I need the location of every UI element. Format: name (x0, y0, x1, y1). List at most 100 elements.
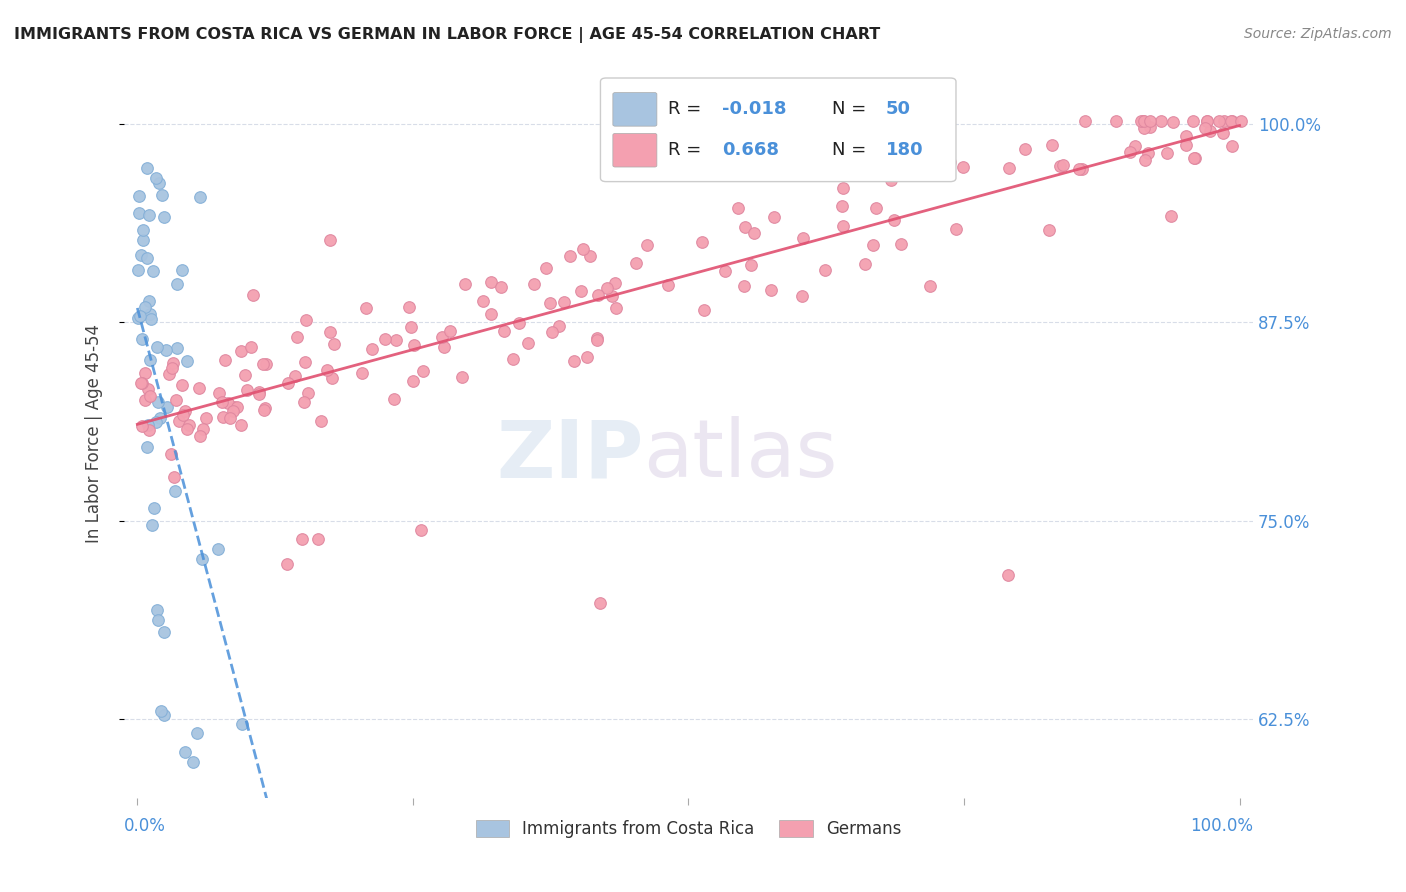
Point (1042, 137, 1064, 152)
Point (998, 161, 1021, 175)
Point (183, 756, 205, 770)
Point (138, 208, 160, 222)
Text: N =: N = (832, 101, 872, 119)
Point (139, 312, 162, 326)
Point (128, 206, 150, 220)
Point (792, 231, 814, 245)
Point (402, 337, 425, 351)
Point (316, 362, 339, 376)
Point (221, 403, 243, 417)
Point (1132, 113, 1154, 128)
Point (439, 324, 461, 338)
Point (586, 331, 609, 345)
Point (1139, 120, 1161, 135)
Point (1074, 113, 1097, 128)
Point (188, 381, 211, 395)
Point (624, 256, 647, 270)
Point (541, 325, 564, 339)
Point (127, 263, 149, 277)
Point (208, 386, 231, 401)
Text: IMMIGRANTS FROM COSTA RICA VS GERMAN IN LABOR FORCE | AGE 45-54 CORRELATION CHAR: IMMIGRANTS FROM COSTA RICA VS GERMAN IN … (14, 27, 880, 43)
Point (1135, 153, 1157, 167)
Point (1160, 209, 1182, 223)
Point (1212, 126, 1234, 140)
Point (219, 411, 242, 425)
Point (1150, 114, 1173, 128)
Point (354, 301, 377, 315)
Point (740, 258, 762, 272)
Point (508, 316, 530, 330)
Point (146, 395, 169, 409)
Point (138, 294, 160, 309)
Point (831, 198, 853, 212)
Point (253, 403, 276, 417)
Point (242, 288, 264, 302)
Point (128, 189, 150, 203)
Point (489, 279, 512, 293)
FancyBboxPatch shape (600, 78, 956, 182)
Point (160, 360, 183, 375)
Point (589, 596, 612, 610)
Point (1119, 145, 1142, 159)
Point (1175, 137, 1198, 152)
Point (714, 264, 737, 278)
Point (146, 613, 169, 627)
Point (832, 219, 855, 233)
Point (195, 410, 218, 425)
Point (153, 707, 176, 722)
Point (1105, 113, 1128, 128)
Point (149, 411, 172, 425)
Point (1133, 113, 1156, 128)
Point (792, 289, 814, 303)
Point (173, 745, 195, 759)
Point (226, 400, 249, 414)
Point (1198, 124, 1220, 138)
Point (176, 422, 198, 436)
Point (1137, 145, 1160, 160)
Point (157, 367, 180, 381)
Point (229, 343, 252, 358)
Point (136, 382, 159, 396)
Point (148, 176, 170, 190)
Point (322, 337, 344, 351)
Point (430, 330, 453, 344)
Point (145, 415, 167, 429)
Point (814, 263, 837, 277)
Point (579, 249, 602, 263)
Point (479, 307, 502, 321)
Point (693, 302, 716, 317)
Point (596, 281, 619, 295)
Point (321, 371, 343, 385)
Point (382, 392, 405, 407)
Point (141, 264, 163, 278)
Text: ZIP: ZIP (496, 417, 644, 494)
Point (191, 422, 214, 436)
Point (733, 278, 755, 293)
Point (763, 210, 786, 224)
Point (1184, 151, 1206, 165)
Point (690, 235, 713, 249)
Point (153, 210, 176, 224)
Point (1175, 128, 1198, 143)
Point (1197, 113, 1219, 128)
Point (1181, 113, 1204, 128)
Point (136, 440, 159, 454)
Point (285, 330, 308, 344)
Point (222, 400, 245, 414)
Point (471, 294, 494, 309)
Text: R =: R = (668, 101, 707, 119)
Point (905, 150, 928, 164)
Point (167, 414, 190, 428)
FancyBboxPatch shape (613, 134, 657, 167)
Point (734, 219, 756, 234)
Point (1133, 121, 1156, 136)
Point (548, 318, 571, 333)
Point (918, 278, 941, 293)
Point (132, 223, 155, 237)
Point (294, 355, 316, 369)
Point (156, 400, 179, 414)
Point (166, 341, 188, 355)
Point (516, 335, 538, 350)
Point (481, 275, 503, 289)
Point (134, 300, 156, 314)
